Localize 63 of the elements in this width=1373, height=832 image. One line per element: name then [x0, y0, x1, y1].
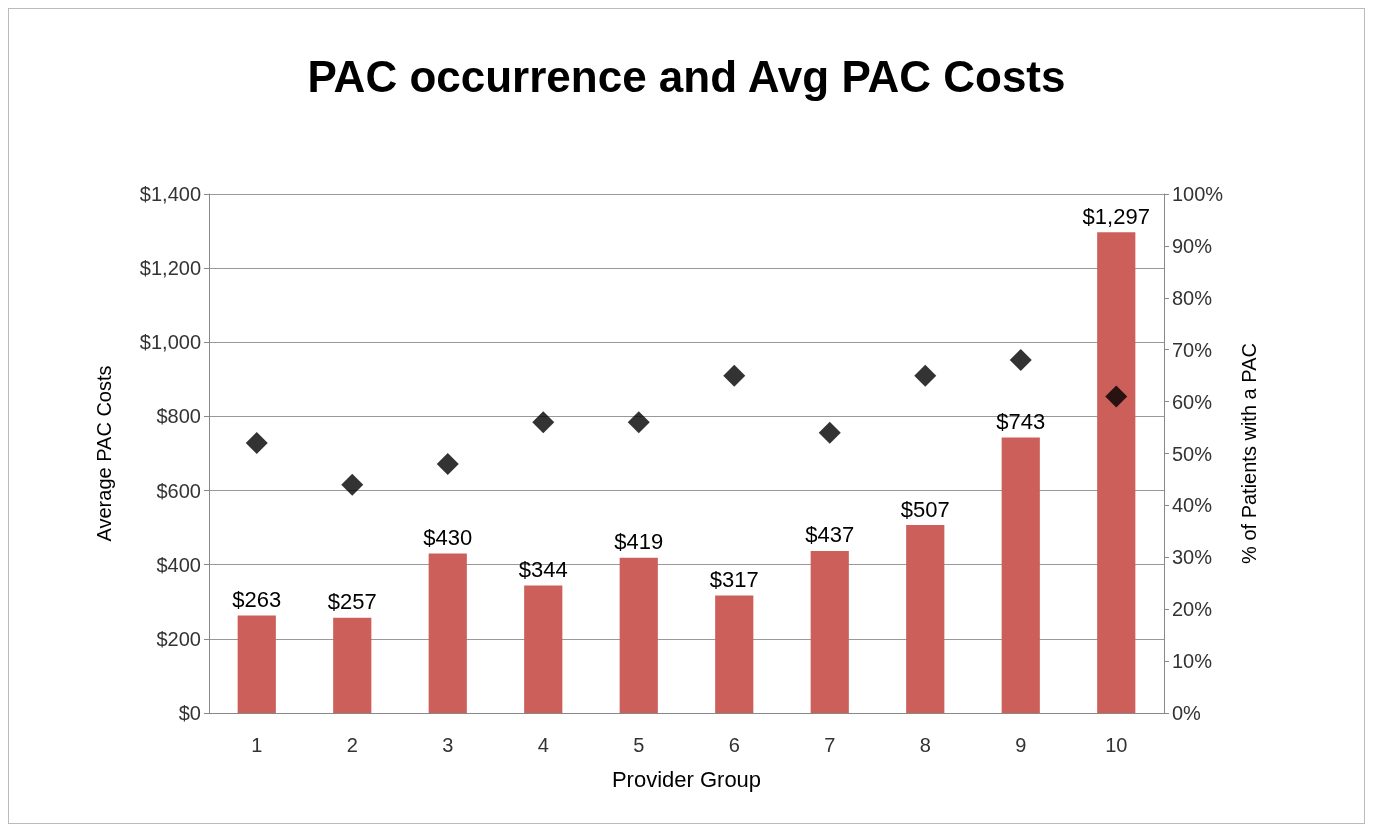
y2-tick-label: 50% [1172, 442, 1213, 465]
y-tick-label: $400 [156, 553, 201, 576]
data-label: $257 [327, 589, 377, 615]
y2-tick-label: 70% [1172, 338, 1213, 361]
y2-tick-label: 20% [1172, 598, 1213, 621]
y-tick-label: $1,200 [139, 257, 201, 280]
x-tick-label: 5 [633, 734, 645, 756]
point [1009, 349, 1032, 372]
y-tick-label: $1,400 [139, 183, 201, 205]
x-tick-label: 4 [537, 734, 549, 756]
x-tick-label: 10 [1105, 734, 1128, 756]
bar [1001, 437, 1040, 713]
y2-tick-label: 0% [1172, 702, 1202, 724]
x-tick-label: 6 [728, 734, 740, 756]
y-tick-label: $600 [156, 479, 201, 502]
point [818, 421, 841, 444]
bar [1097, 232, 1136, 713]
data-label: $317 [709, 566, 759, 592]
point [627, 411, 650, 434]
point [532, 411, 555, 434]
point [341, 473, 364, 496]
y2-tick-label: 80% [1172, 286, 1213, 309]
data-label: $743 [996, 409, 1046, 435]
y2-axis-title: % of Patients with a PAC [1238, 343, 1260, 564]
x-axis-title: Provider Group [611, 766, 762, 792]
data-label: $344 [518, 556, 568, 582]
point [436, 452, 459, 475]
data-label: $263 [232, 587, 282, 612]
point [723, 364, 746, 387]
bar [906, 525, 945, 713]
y2-tick-label: 100% [1172, 183, 1224, 205]
bar [810, 551, 849, 713]
point [1105, 385, 1128, 408]
bar [619, 557, 658, 713]
y2-tick-label: 90% [1172, 234, 1213, 257]
data-label: $430 [423, 525, 473, 551]
x-tick-label: 2 [346, 734, 358, 756]
bar [715, 595, 754, 713]
point [245, 432, 268, 455]
bar [524, 585, 563, 713]
bar [428, 553, 467, 713]
x-tick-label: 3 [442, 734, 454, 756]
y2-tick-label: 30% [1172, 546, 1213, 569]
chart-title: PAC occurrence and Avg PAC Costs [307, 51, 1066, 101]
x-tick-label: 1 [251, 734, 263, 756]
data-label: $507 [900, 496, 950, 522]
x-tick-label: 9 [1015, 734, 1027, 756]
x-tick-label: 7 [824, 734, 836, 756]
y-tick-label: $800 [156, 405, 201, 428]
y2-tick-label: 10% [1172, 650, 1213, 673]
data-label: $419 [614, 529, 664, 555]
y-tick-label: $1,000 [139, 331, 201, 354]
data-label: $1,297 [1082, 203, 1150, 229]
y-tick-label: $200 [156, 627, 201, 650]
y2-tick-label: 40% [1172, 494, 1213, 517]
y-axis-title: Average PAC Costs [93, 365, 115, 542]
data-label: $437 [805, 522, 855, 548]
bar [333, 617, 372, 713]
y-tick-label: $0 [178, 702, 201, 724]
point [914, 364, 937, 387]
bar [237, 615, 276, 713]
x-tick-label: 8 [919, 734, 931, 756]
y2-tick-label: 60% [1172, 390, 1213, 413]
